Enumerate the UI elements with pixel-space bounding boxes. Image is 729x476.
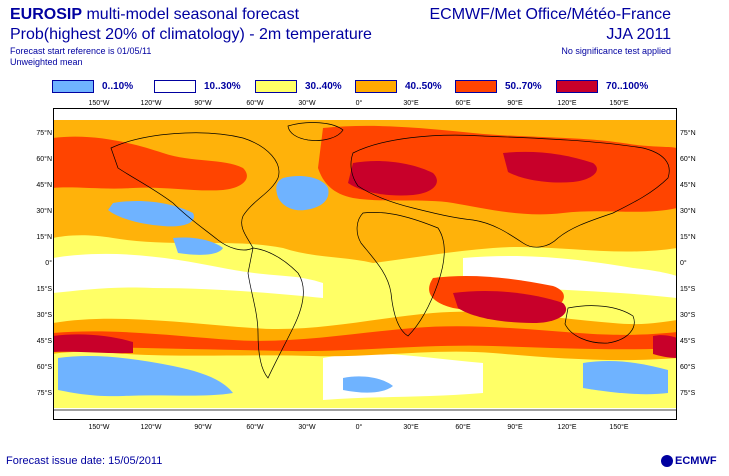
lon-label-top: 0° (355, 100, 363, 107)
title-eurosip: EUROSIP (10, 6, 83, 23)
lon-label-bottom: 60°E (455, 424, 471, 431)
lat-label-right: 0° (680, 260, 687, 267)
legend-label: 30..40% (305, 81, 342, 92)
legend-swatch (52, 80, 94, 93)
lon-label-top: 120°E (557, 100, 577, 107)
field-blue-north-atlantic (276, 176, 329, 211)
field-blue-south-pacific (58, 355, 233, 397)
significance-note: No significance test applied (561, 46, 671, 56)
season-title: JJA 2011 (606, 26, 671, 43)
lon-label-bottom: 30°E (403, 424, 419, 431)
lon-label-top: 30°E (403, 100, 419, 107)
lat-label-right: 75°S (680, 390, 696, 397)
lon-label-top: 60°E (455, 100, 471, 107)
coast-north-america (110, 132, 280, 251)
lon-label-bottom: 0° (355, 424, 363, 431)
lat-label-left: 75°S (36, 390, 52, 397)
legend-swatch (355, 80, 397, 93)
legend-swatch (154, 80, 196, 93)
lon-label-top: 90°W (194, 100, 212, 107)
lon-label-top: 150°W (88, 100, 110, 107)
lat-label-right: 45°S (680, 338, 696, 345)
lat-label-right: 15°S (680, 286, 696, 293)
lon-label-bottom: 150°E (609, 424, 629, 431)
legend-swatch (255, 80, 297, 93)
coast-eurasia (350, 134, 670, 248)
lat-label-right: 30°N (680, 208, 696, 215)
field-red-southern-band (53, 326, 677, 352)
lat-label-left: 45°N (36, 182, 52, 189)
field-blue-southern-ocean (583, 360, 668, 395)
lon-label-bottom: 30°W (298, 424, 316, 431)
field-darkred-south-pacific-east (653, 335, 677, 358)
title-rest: multi-model seasonal forecast (86, 6, 300, 23)
lon-label-top: 120°W (140, 100, 162, 107)
lat-label-right: 60°S (680, 364, 696, 371)
probability-field (53, 108, 677, 420)
field-darkred-europe (348, 161, 437, 196)
field-darkred-south-pacific (53, 334, 133, 354)
lat-label-right: 30°S (680, 312, 696, 319)
field-darkred-south-indian (453, 291, 567, 323)
lat-label-left: 30°S (36, 312, 52, 319)
probability-map (53, 108, 677, 420)
coastlines (53, 122, 677, 411)
ecmwf-logo: ECMWF (661, 455, 717, 468)
coast-africa (356, 212, 445, 337)
field-arctic-white (53, 108, 677, 120)
field-white-band (53, 253, 323, 298)
map-frame (53, 108, 677, 420)
coast-south-america (247, 247, 304, 379)
lat-label-left: 0° (45, 260, 52, 267)
field-darkred-siberia (503, 151, 597, 183)
lon-label-bottom: 120°W (140, 424, 162, 431)
title-line1: EUROSIP multi-model seasonal forecast (10, 6, 299, 24)
legend-label: 0..10% (102, 81, 134, 92)
legend-label: 50..70% (505, 81, 542, 92)
centres-title: ECMWF/Met Office/Météo-France (429, 6, 671, 23)
legend-label: 40..50% (405, 81, 442, 92)
field-blue-east-pacific (173, 237, 223, 255)
field-antarctic-white (53, 408, 677, 420)
lon-label-top: 90°E (507, 100, 523, 107)
field-blue-south-atlantic (343, 376, 393, 393)
weighting-note: Unweighted mean (10, 57, 83, 67)
lon-label-top: 150°E (609, 100, 629, 107)
lon-label-bottom: 60°W (246, 424, 264, 431)
lat-label-left: 15°N (36, 234, 52, 241)
title-line2: Prob(highest 20% of climatology) - 2m te… (10, 26, 372, 43)
lat-label-left: 60°S (36, 364, 52, 371)
lat-label-right: 45°N (680, 182, 696, 189)
lon-label-top: 60°W (246, 100, 264, 107)
coast-australia (564, 305, 635, 344)
field-blue-north-pacific (108, 201, 194, 227)
lon-label-bottom: 90°E (507, 424, 523, 431)
lat-label-left: 15°S (36, 286, 52, 293)
legend-swatch (455, 80, 497, 93)
coast-greenland (287, 122, 344, 141)
lat-label-left: 75°N (36, 130, 52, 137)
field-white-band (463, 256, 677, 298)
field-red-north-america (53, 136, 247, 191)
issue-date: Forecast issue date: 15/05/2011 (6, 455, 163, 467)
lat-label-left: 30°N (36, 208, 52, 215)
start-reference: Forecast start reference is 01/05/11 (10, 46, 152, 56)
lat-label-right: 60°N (680, 156, 696, 163)
legend-swatch (556, 80, 598, 93)
lat-label-right: 15°N (680, 234, 696, 241)
lat-label-right: 75°N (680, 130, 696, 137)
lat-label-left: 45°S (36, 338, 52, 345)
lon-label-bottom: 120°E (557, 424, 577, 431)
lon-label-bottom: 150°W (88, 424, 110, 431)
lat-label-left: 60°N (36, 156, 52, 163)
legend-label: 70..100% (606, 81, 649, 92)
logo-mark-icon (661, 455, 673, 468)
legend-label: 10..30% (204, 81, 241, 92)
lon-label-bottom: 90°W (194, 424, 212, 431)
logo-text: ECMWF (675, 455, 717, 467)
lon-label-top: 30°W (298, 100, 316, 107)
